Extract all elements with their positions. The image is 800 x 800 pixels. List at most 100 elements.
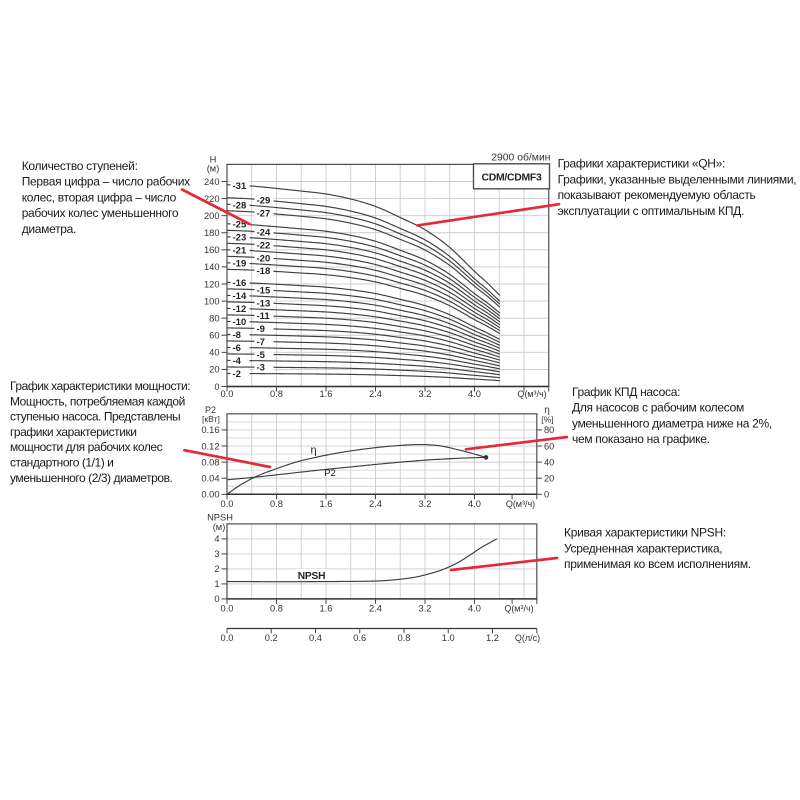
svg-text:3.2: 3.2 [419,389,432,399]
svg-text:4.0: 4.0 [468,604,481,614]
svg-text:Первая цифра – число рабочих: Первая цифра – число рабочих [22,175,190,189]
svg-text:-9: -9 [257,324,265,335]
svg-text:CDM/CDMF3: CDM/CDMF3 [481,173,542,184]
svg-text:NPSH: NPSH [207,512,233,522]
svg-text:220: 220 [204,194,220,204]
svg-text:P2: P2 [205,405,216,415]
svg-text:20: 20 [209,365,219,375]
svg-text:График КПД насоса:: График КПД насоса: [572,385,680,399]
svg-text:чем показано на графике.: чем показано на графике. [572,432,710,446]
svg-text:1.2: 1.2 [486,633,499,643]
svg-text:2: 2 [214,564,219,574]
svg-text:-28: -28 [233,200,247,211]
svg-text:(м): (м) [207,164,220,174]
svg-text:2.4: 2.4 [369,499,382,509]
svg-text:-13: -13 [257,298,271,309]
svg-text:120: 120 [204,279,220,289]
svg-text:0: 0 [214,594,219,604]
svg-text:-6: -6 [233,343,241,354]
svg-text:2.4: 2.4 [369,604,382,614]
svg-text:2900 об/мин: 2900 об/мин [491,152,551,164]
svg-text:-8: -8 [233,330,241,341]
svg-text:-19: -19 [233,259,247,270]
svg-text:0.08: 0.08 [201,457,219,467]
svg-text:180: 180 [204,228,220,238]
svg-text:Q(м³/ч): Q(м³/ч) [506,499,535,509]
svg-text:4: 4 [214,534,219,544]
svg-text:0.4: 0.4 [309,633,322,643]
svg-text:-21: -21 [233,246,247,257]
svg-text:[%]: [%] [541,414,553,424]
svg-text:140: 140 [204,262,220,272]
svg-text:-20: -20 [257,253,271,264]
svg-text:3.2: 3.2 [419,604,432,614]
svg-text:3: 3 [214,549,219,559]
svg-text:-27: -27 [257,208,271,219]
svg-text:1: 1 [214,579,219,589]
svg-text:160: 160 [204,245,220,255]
svg-text:уменьшенного (2/3) диаметров.: уменьшенного (2/3) диаметров. [10,471,173,485]
svg-text:стандартного (1/1) и: стандартного (1/1) и [10,456,113,470]
svg-text:0.16: 0.16 [201,425,219,435]
svg-text:-2: -2 [233,369,241,380]
svg-text:1.6: 1.6 [320,604,333,614]
svg-text:Графики характеристики «QH»:: Графики характеристики «QH»: [558,157,726,171]
svg-text:0.8: 0.8 [270,604,283,614]
svg-text:-16: -16 [233,278,247,289]
svg-text:0.0: 0.0 [221,389,234,399]
svg-text:200: 200 [204,211,220,221]
svg-text:80: 80 [544,425,554,435]
svg-text:-15: -15 [257,285,271,296]
svg-text:графики характеристики: графики характеристики [10,425,137,439]
svg-text:диаметра.: диаметра. [22,222,76,236]
svg-text:60: 60 [544,441,554,451]
svg-text:NPSH: NPSH [298,571,326,582]
svg-text:-14: -14 [233,291,247,302]
svg-text:1.6: 1.6 [320,389,333,399]
svg-text:-23: -23 [233,233,247,244]
svg-text:100: 100 [204,296,220,306]
svg-text:0.8: 0.8 [270,389,283,399]
svg-text:4.0: 4.0 [468,389,481,399]
svg-text:Кривая характеристики NPSH:: Кривая характеристики NPSH: [564,526,726,540]
svg-text:0: 0 [544,490,549,500]
svg-text:0.04: 0.04 [201,474,219,484]
svg-text:График характеристики мощности: График характеристики мощности: [10,379,190,393]
svg-text:0.0: 0.0 [221,604,234,614]
svg-text:240: 240 [204,177,220,187]
svg-text:3.2: 3.2 [419,499,432,509]
svg-text:0.8: 0.8 [270,499,283,509]
svg-text:η: η [544,405,550,416]
svg-text:-24: -24 [257,228,271,239]
svg-text:2.4: 2.4 [369,389,382,399]
svg-text:40: 40 [544,457,554,467]
svg-text:-22: -22 [257,240,271,251]
svg-text:4.0: 4.0 [468,499,481,509]
svg-text:-4: -4 [233,356,242,367]
svg-text:[кВт]: [кВт] [202,414,220,424]
svg-text:эксплуатации с оптимальным КПД: эксплуатации с оптимальным КПД. [558,204,744,218]
svg-text:0.0: 0.0 [221,633,234,643]
svg-text:0.6: 0.6 [353,633,366,643]
svg-text:Мощность, потребляемая каждой: Мощность, потребляемая каждой [10,394,185,408]
svg-text:H: H [210,155,217,165]
svg-text:-5: -5 [257,350,266,361]
svg-text:показывают рекомендуемую облас: показывают рекомендуемую область [558,188,756,202]
svg-text:P2: P2 [324,468,336,479]
svg-text:Графики, указанные выделенными: Графики, указанные выделенными линиями, [558,172,797,186]
svg-text:-18: -18 [257,266,271,277]
svg-text:-11: -11 [257,311,271,322]
svg-text:-31: -31 [233,181,247,192]
svg-text:применимая ко всем исполнениям: применимая ко всем исполнениям. [564,557,751,571]
svg-text:-29: -29 [257,195,271,206]
svg-text:Усредненная характеристика,: Усредненная характеристика, [564,541,722,555]
svg-text:-10: -10 [233,317,247,328]
svg-text:60: 60 [209,331,219,341]
svg-text:рабочих колес уменьшенного: рабочих колес уменьшенного [22,206,179,220]
svg-text:-12: -12 [233,304,247,315]
svg-text:(м): (м) [213,522,226,532]
svg-text:ступенью насоса. Представлены: ступенью насоса. Представлены [10,410,180,424]
svg-text:-7: -7 [257,337,265,348]
svg-text:0: 0 [214,382,219,392]
svg-text:0.0: 0.0 [221,499,234,509]
